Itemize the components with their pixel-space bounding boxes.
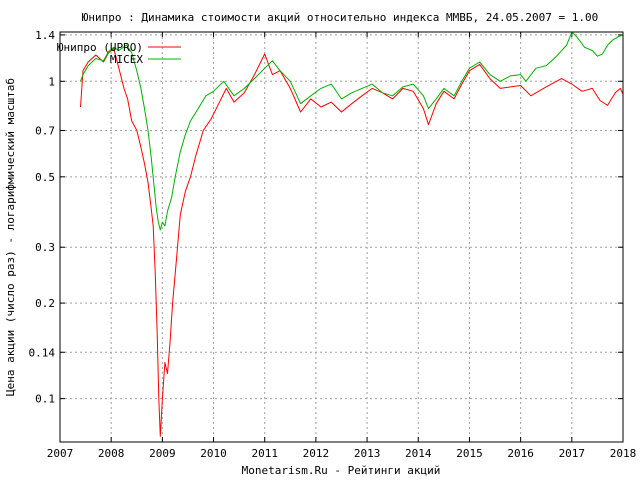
x-tick-label: 2015 <box>456 447 483 460</box>
x-tick-label: 2007 <box>47 447 74 460</box>
legend-label: Юнипро (UPRO) <box>57 41 143 54</box>
x-tick-label: 2011 <box>251 447 278 460</box>
x-tick-label: 2008 <box>98 447 125 460</box>
x-axis-label: Monetarism.Ru - Рейтинги акций <box>242 464 441 477</box>
x-tick-label: 2016 <box>507 447 534 460</box>
y-tick-labels: 0.1 0.14 0.2 0.3 0.5 0.7 1 1.4 <box>29 29 56 406</box>
y-tick-label: 0.3 <box>35 241 55 254</box>
x-tick-labels: 2007 2008 2009 2010 2011 2012 2013 2014 2015 2016… <box>47 447 637 460</box>
x-tick-label: 2014 <box>405 447 432 460</box>
y-tick-label: 0.1 <box>35 393 55 406</box>
series-line-micex <box>80 31 624 231</box>
y-tick-label: 0.2 <box>35 297 55 310</box>
y-tick-label: 0.5 <box>35 171 55 184</box>
x-tick-label: 2013 <box>354 447 381 460</box>
legend-label: MICEX <box>110 53 143 66</box>
x-tick-label: 2017 <box>559 447 586 460</box>
grid <box>59 32 624 442</box>
x-tick-label: 2018 <box>610 447 637 460</box>
x-tick-label: 2009 <box>149 447 176 460</box>
y-tick-label: 1 <box>48 75 55 88</box>
legend: Юнипро (UPRO)MICEX <box>57 41 181 66</box>
y-tick-label: 0.7 <box>35 124 55 137</box>
y-tick-label: 0.14 <box>29 346 56 359</box>
plot-frame <box>59 31 624 443</box>
y-axis-label: Цена акции (число раз) - логарифмический… <box>4 78 17 396</box>
y-tick-label: 1.4 <box>35 29 55 42</box>
x-tick-label: 2012 <box>303 447 330 460</box>
series-lines <box>80 31 624 437</box>
x-tick-label: 2010 <box>200 447 227 460</box>
chart-title: Юнипро : Динамика стоимости акций относи… <box>82 11 599 24</box>
